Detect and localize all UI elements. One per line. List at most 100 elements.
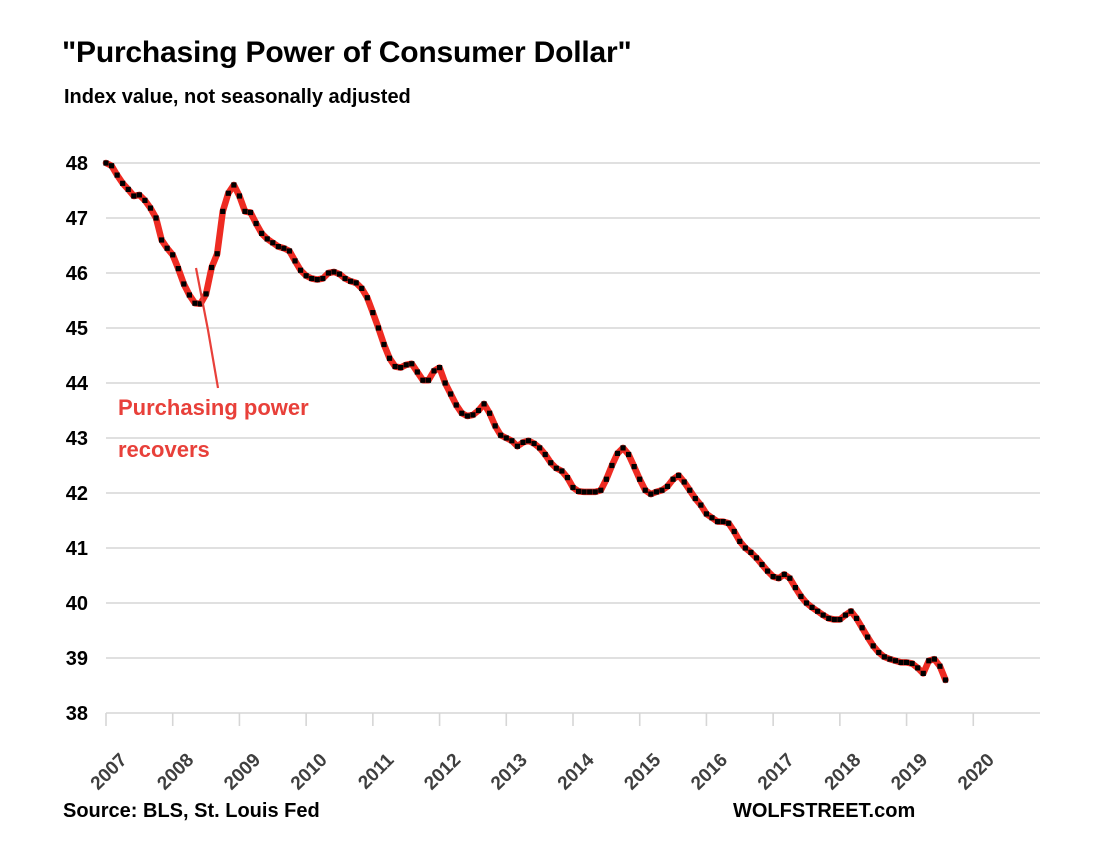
data-point-marker <box>170 252 176 258</box>
data-point-marker <box>331 269 337 275</box>
data-point-marker <box>203 291 209 297</box>
x-tick-label: 2010 <box>287 750 332 795</box>
data-point-marker <box>164 245 170 251</box>
data-point-marker <box>320 275 326 282</box>
x-tick-label: 2020 <box>954 750 999 795</box>
data-point-marker <box>575 488 582 494</box>
data-point-marker <box>420 377 426 383</box>
y-axis-tick-labels: 38 39 40 41 42 43 44 45 46 47 48 <box>66 153 89 725</box>
data-point-marker <box>392 363 398 370</box>
annotation-text-line1: Purchasing power <box>118 395 309 420</box>
x-tick-label: 2014 <box>554 749 599 794</box>
annotation-leader-line <box>194 267 220 389</box>
data-point-marker <box>781 571 787 577</box>
data-point-marker <box>881 654 887 660</box>
data-point-marker <box>626 451 632 458</box>
data-point-marker <box>259 230 265 236</box>
data-point-marker <box>381 341 387 348</box>
data-point-marker <box>342 275 348 282</box>
x-tick-label: 2015 <box>621 749 666 794</box>
data-point-marker <box>509 438 515 444</box>
data-point-marker <box>698 502 704 508</box>
data-point-marker <box>114 172 120 178</box>
data-point-marker <box>209 264 215 271</box>
chart-title: "Purchasing Power of Consumer Dollar" <box>62 36 632 69</box>
data-point-marker <box>942 677 949 683</box>
data-point-marker <box>631 464 637 470</box>
data-point-marker <box>370 310 376 316</box>
data-point-marker <box>414 369 420 375</box>
data-point-marker <box>853 615 860 621</box>
data-point-marker <box>286 248 293 254</box>
data-point-marker <box>909 660 915 667</box>
x-tick-label: 2009 <box>220 750 265 795</box>
data-point-marker <box>475 407 482 414</box>
data-point-marker <box>242 208 248 214</box>
data-point-marker <box>525 438 532 444</box>
y-tick-label: 40 <box>66 593 88 615</box>
data-point-marker <box>553 465 559 471</box>
data-point-marker <box>787 575 793 581</box>
data-point-marker <box>637 476 643 482</box>
y-tick-label: 46 <box>66 263 88 285</box>
data-point-marker <box>798 593 804 599</box>
data-point-marker <box>503 435 509 441</box>
data-point-marker <box>876 649 882 656</box>
data-point-marker <box>292 258 298 264</box>
x-tick-label: 2008 <box>154 750 199 795</box>
x-tick-label: 2017 <box>754 750 799 795</box>
data-point-marker <box>792 585 798 591</box>
data-point-marker <box>264 236 270 242</box>
data-point-marker <box>108 163 115 169</box>
data-point-marker <box>214 251 220 257</box>
y-tick-label: 38 <box>66 703 88 725</box>
data-point-marker <box>826 615 832 621</box>
data-point-marker <box>692 495 698 502</box>
data-point-marker <box>742 545 748 551</box>
data-point-marker <box>436 365 443 371</box>
data-point-marker <box>887 656 893 662</box>
data-point-marker <box>670 476 676 482</box>
data-point-marker <box>364 295 370 301</box>
data-point-marker <box>737 538 743 544</box>
data-point-marker <box>464 413 470 419</box>
data-point-marker <box>336 271 343 277</box>
data-point-marker <box>815 608 821 614</box>
data-point-marker <box>231 182 237 188</box>
y-tick-label: 47 <box>66 208 88 230</box>
data-point-marker <box>375 325 382 331</box>
data-point-marker <box>709 515 715 521</box>
x-axis-tick-labels: 2007 2008 2009 2010 2011 2012 2013 2014 2015 2016… <box>87 749 999 794</box>
data-point-marker <box>820 612 826 618</box>
data-point-marker <box>720 519 726 525</box>
data-point-marker <box>520 439 526 445</box>
data-point-marker <box>564 475 571 481</box>
data-point-marker <box>570 484 576 491</box>
data-point-marker <box>614 450 621 456</box>
data-point-marker <box>220 208 226 214</box>
x-tick-label: 2013 <box>487 750 532 795</box>
data-point-marker <box>297 267 304 273</box>
data-point-marker <box>425 377 432 383</box>
data-point-marker <box>703 511 710 517</box>
data-point-marker <box>247 209 254 216</box>
data-point-marker <box>431 368 437 374</box>
data-point-marker <box>726 520 732 526</box>
data-point-marker <box>898 659 904 665</box>
data-point-marker <box>664 483 671 489</box>
data-point-marker <box>926 658 932 664</box>
data-point-marker <box>314 277 320 283</box>
data-point-marker <box>714 519 721 525</box>
data-point-marker <box>903 659 910 665</box>
data-point-marker <box>492 423 498 429</box>
data-point-marker <box>653 489 659 495</box>
data-point-marker <box>470 412 476 418</box>
data-point-marker <box>275 244 281 250</box>
data-point-marker <box>186 292 192 298</box>
source-note: Source: BLS, St. Louis Fed <box>63 800 320 822</box>
data-point-marker <box>870 643 876 649</box>
data-point-marker <box>142 197 148 203</box>
y-tick-label: 42 <box>66 483 88 505</box>
data-point-marker <box>931 656 937 662</box>
data-point-marker <box>386 355 393 361</box>
